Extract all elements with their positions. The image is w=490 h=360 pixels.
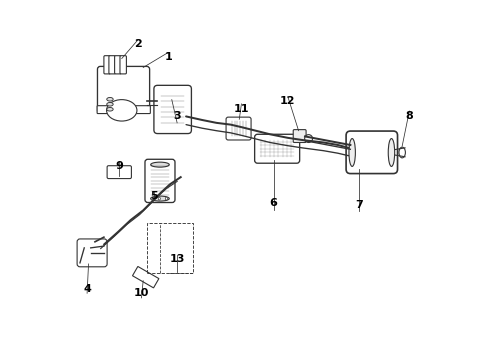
FancyBboxPatch shape xyxy=(226,117,251,140)
FancyBboxPatch shape xyxy=(77,239,107,267)
Text: 12: 12 xyxy=(280,96,295,107)
Ellipse shape xyxy=(107,98,113,101)
Text: 6: 6 xyxy=(270,198,277,208)
Text: 1: 1 xyxy=(164,52,172,62)
Text: 3: 3 xyxy=(173,111,181,121)
Text: 7: 7 xyxy=(355,200,363,210)
Ellipse shape xyxy=(107,108,113,111)
FancyBboxPatch shape xyxy=(107,166,131,179)
Ellipse shape xyxy=(107,103,113,106)
Bar xyxy=(147,223,193,273)
FancyBboxPatch shape xyxy=(154,85,192,134)
Text: 9: 9 xyxy=(115,161,123,171)
FancyBboxPatch shape xyxy=(120,56,126,74)
Ellipse shape xyxy=(305,135,313,143)
Text: 5: 5 xyxy=(150,191,158,201)
Ellipse shape xyxy=(388,139,394,166)
FancyBboxPatch shape xyxy=(346,131,397,174)
FancyBboxPatch shape xyxy=(255,134,300,163)
Ellipse shape xyxy=(151,196,169,201)
Ellipse shape xyxy=(151,197,153,200)
Text: 8: 8 xyxy=(405,111,413,121)
FancyBboxPatch shape xyxy=(145,159,175,203)
FancyBboxPatch shape xyxy=(98,66,149,113)
Ellipse shape xyxy=(158,197,160,200)
Ellipse shape xyxy=(107,100,137,121)
Text: 4: 4 xyxy=(83,284,91,294)
FancyBboxPatch shape xyxy=(97,106,150,113)
Text: 2: 2 xyxy=(134,39,142,49)
FancyBboxPatch shape xyxy=(104,56,110,74)
Text: 11: 11 xyxy=(234,104,249,113)
Text: 10: 10 xyxy=(134,288,149,297)
FancyBboxPatch shape xyxy=(293,130,306,143)
Polygon shape xyxy=(132,266,159,288)
Text: 13: 13 xyxy=(170,254,185,264)
Ellipse shape xyxy=(165,197,168,200)
Ellipse shape xyxy=(151,162,169,167)
Ellipse shape xyxy=(399,147,405,158)
FancyBboxPatch shape xyxy=(109,56,115,74)
Ellipse shape xyxy=(349,139,355,166)
FancyBboxPatch shape xyxy=(115,56,121,74)
